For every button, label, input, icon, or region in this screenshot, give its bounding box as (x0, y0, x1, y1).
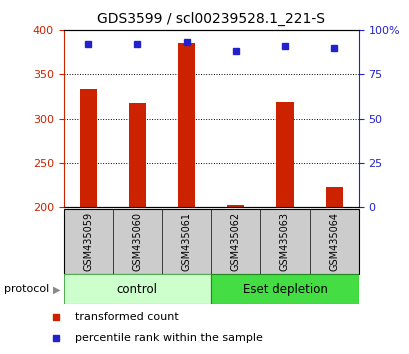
Bar (227, 205, 244, 207)
Text: GSM435061: GSM435061 (181, 212, 191, 271)
Text: GSM435062: GSM435062 (230, 212, 240, 271)
FancyBboxPatch shape (211, 274, 358, 304)
FancyBboxPatch shape (63, 274, 211, 304)
Bar (276, 102, 293, 207)
Text: transformed count: transformed count (74, 312, 178, 322)
Bar (178, 44, 195, 207)
Bar (325, 187, 342, 207)
Title: GDS3599 / scl00239528.1_221-S: GDS3599 / scl00239528.1_221-S (97, 12, 324, 26)
Bar (128, 103, 146, 207)
FancyBboxPatch shape (63, 209, 358, 274)
Text: GSM435064: GSM435064 (328, 212, 338, 271)
Text: GSM435059: GSM435059 (83, 212, 93, 271)
Text: GSM435060: GSM435060 (132, 212, 142, 271)
Text: protocol: protocol (4, 284, 49, 295)
Text: ▶: ▶ (53, 284, 61, 295)
Text: control: control (117, 283, 157, 296)
Text: percentile rank within the sample: percentile rank within the sample (74, 332, 262, 343)
Text: GSM435063: GSM435063 (279, 212, 289, 271)
Bar (79, 89, 97, 207)
Text: Eset depletion: Eset depletion (242, 283, 327, 296)
